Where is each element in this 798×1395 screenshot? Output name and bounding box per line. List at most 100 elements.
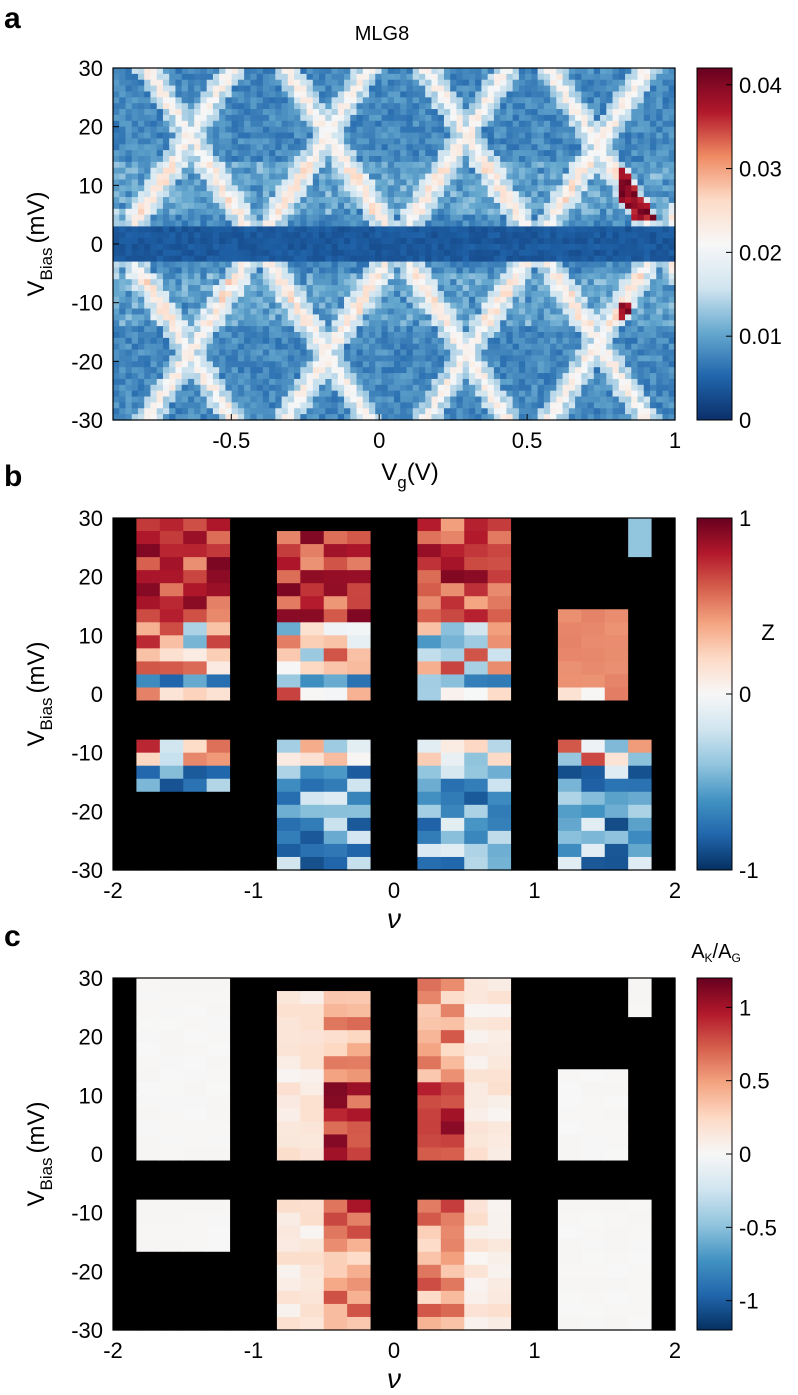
heatmap-cell (125, 114, 133, 122)
heatmap-cell (325, 244, 333, 251)
heatmap-cell (144, 202, 152, 210)
heatmap-cell (237, 197, 245, 204)
heatmap-cell (568, 408, 576, 415)
heatmap-cell (400, 390, 408, 398)
heatmap-cell (600, 202, 607, 210)
heatmap-cell (175, 150, 183, 157)
heatmap-cell (418, 367, 426, 374)
heatmap-cell (312, 208, 320, 216)
heatmap-cell (587, 202, 595, 210)
heatmap-cell (262, 126, 270, 134)
heatmap-cell (206, 68, 214, 75)
heatmap-cell (394, 355, 401, 362)
heatmap-cell (212, 156, 220, 163)
heatmap-cell (131, 114, 139, 122)
heatmap-cell (593, 355, 601, 362)
heatmap-cell (518, 220, 526, 227)
heatmap-cell (518, 144, 526, 151)
heatmap-cell (625, 208, 632, 216)
heatmap-cell (418, 132, 426, 139)
heatmap-cell (575, 238, 582, 245)
heatmap-cell (450, 408, 458, 415)
heatmap-cell (181, 273, 189, 280)
heatmap-cell (481, 408, 489, 415)
heatmap-cell (606, 208, 614, 216)
heatmap-cell (237, 332, 245, 339)
heatmap-cell (606, 249, 614, 257)
heatmap-cell (262, 109, 270, 116)
heatmap-cell (356, 197, 364, 204)
heatmap-cell (344, 109, 351, 116)
heatmap-cell (381, 285, 389, 292)
heatmap-cell (325, 161, 333, 169)
heatmap-cell (256, 244, 264, 251)
heatmap-cell (612, 308, 620, 315)
heatmap-cell (487, 244, 495, 251)
heatmap-cell (506, 173, 514, 181)
heatmap-cell (212, 373, 220, 380)
heatmap-cell (169, 320, 177, 327)
heatmap-cell (262, 220, 270, 227)
heatmap-cell (362, 103, 370, 110)
heatmap-cell (325, 378, 333, 386)
heatmap-cell (450, 367, 458, 374)
heatmap-cell (225, 197, 233, 204)
heatmap-cell (287, 202, 295, 210)
heatmap-cell (468, 202, 476, 210)
heatmap-cell (169, 396, 177, 403)
heatmap-cell (250, 326, 258, 333)
heatmap-cell (337, 285, 345, 292)
heatmap-cell (606, 232, 614, 239)
heatmap-cell (113, 91, 120, 98)
heatmap-cell (381, 244, 389, 251)
heatmap-cell (125, 173, 133, 181)
heatmap-cell (625, 103, 632, 110)
heatmap-cell (225, 367, 233, 374)
heatmap-cell (206, 214, 214, 222)
heatmap-cell (187, 167, 195, 175)
heatmap-cell (418, 320, 426, 327)
heatmap-cell (394, 173, 401, 181)
heatmap-cell (375, 337, 383, 345)
heatmap-cell (562, 144, 570, 151)
heatmap-cell (531, 191, 539, 198)
heatmap-cell (231, 261, 239, 269)
heatmap-cell (350, 79, 358, 87)
heatmap-cell (600, 332, 607, 339)
heatmap-cell (543, 173, 551, 181)
heatmap-cell (175, 285, 183, 292)
heatmap-cell (212, 191, 220, 198)
heatmap-cell (237, 378, 245, 386)
heatmap-cell (443, 126, 451, 134)
heatmap-cell (294, 361, 301, 368)
heatmap-cell (481, 91, 489, 98)
heatmap-cell (487, 373, 495, 380)
heatmap-cell (512, 150, 520, 157)
heatmap-cell (231, 355, 239, 362)
heatmap-cell (244, 91, 251, 98)
heatmap-cell (456, 120, 464, 128)
heatmap-cell (487, 79, 495, 87)
heatmap-cell (512, 126, 520, 134)
heatmap-cell (337, 337, 345, 345)
heatmap-cell (562, 285, 570, 292)
heatmap-cell (600, 91, 607, 98)
heatmap-cell (306, 132, 314, 139)
heatmap-cell (162, 320, 170, 327)
heatmap-cell (275, 296, 283, 304)
heatmap-cell (362, 267, 370, 274)
heatmap-cell (137, 114, 145, 122)
heatmap-cell (212, 314, 220, 321)
heatmap-cell (356, 384, 364, 392)
heatmap-cell (137, 103, 145, 110)
heatmap-cell (600, 361, 607, 368)
heatmap-cell (468, 126, 476, 134)
heatmap-cell (325, 109, 333, 116)
heatmap-cell (312, 414, 320, 421)
heatmap-cell (562, 378, 570, 386)
heatmap-cell (394, 144, 401, 151)
heatmap-cell (275, 144, 283, 151)
heatmap-cell (250, 220, 258, 227)
heatmap-cell (412, 179, 420, 186)
heatmap-cell (344, 120, 351, 128)
